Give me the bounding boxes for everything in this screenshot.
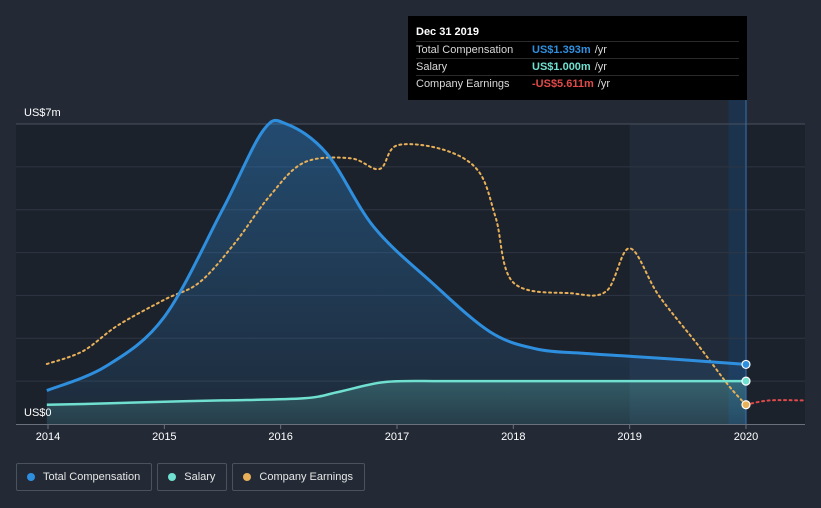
x-tick-label: 2014 xyxy=(36,431,60,443)
tooltip-row-total-compensation: Total Compensation US$1.393m /yr xyxy=(416,41,739,58)
tooltip-unit: /yr xyxy=(597,78,610,90)
salary-area xyxy=(46,380,746,424)
x-tick-label: 2020 xyxy=(734,431,758,443)
salary-line xyxy=(46,379,746,406)
legend-label: Salary xyxy=(184,471,216,483)
chart-tooltip: Dec 31 2019 Total Compensation US$1.393m… xyxy=(408,16,747,100)
tooltip-value: US$1.000m xyxy=(532,61,591,73)
x-tick-label: 2019 xyxy=(617,431,641,443)
legend-label: Company Earnings xyxy=(259,471,353,483)
tooltip-value: US$1.393m xyxy=(532,44,591,56)
y-axis: US$7m US$0 xyxy=(24,107,61,419)
company-earnings-marker[interactable] xyxy=(741,400,751,410)
legend-item-total-compensation[interactable]: Total Compensation xyxy=(16,463,153,491)
legend-dot-icon xyxy=(168,473,177,481)
tooltip-row-salary: Salary US$1.000m /yr xyxy=(416,58,739,75)
hover-highlight xyxy=(728,100,747,424)
y-tick-label: US$0 xyxy=(24,407,52,419)
tooltip-label: Salary xyxy=(416,61,448,73)
legend-item-company-earnings[interactable]: Company Earnings xyxy=(232,463,365,491)
company-earnings-negative-line xyxy=(744,399,806,406)
legend-dot-icon xyxy=(27,473,35,481)
tooltip-value: -US$5.611m xyxy=(532,78,594,90)
legend-label: Total Compensation xyxy=(43,471,141,483)
tooltip-row-company-earnings: Company Earnings -US$5.611m /yr xyxy=(416,75,739,92)
total-compensation-area xyxy=(46,120,746,424)
y-tick-label: US$7m xyxy=(24,107,61,119)
x-axis: 2014 2015 2016 2017 2018 2019 2020 xyxy=(16,424,805,443)
tooltip-label: Total Compensation xyxy=(416,44,514,56)
tooltip-unit: /yr xyxy=(594,44,607,56)
x-tick-label: 2015 xyxy=(152,431,176,443)
x-tick-label: 2016 xyxy=(268,431,292,443)
x-tick-label: 2017 xyxy=(385,431,409,443)
total-compensation-marker[interactable] xyxy=(741,359,751,370)
chart-legend: Total Compensation Salary Company Earnin… xyxy=(16,463,365,491)
tooltip-label: Company Earnings xyxy=(416,78,510,90)
legend-dot-icon xyxy=(243,473,252,481)
legend-item-salary[interactable]: Salary xyxy=(157,463,228,491)
total-compensation-line xyxy=(46,118,747,392)
tooltip-unit: /yr xyxy=(594,61,607,73)
x-tick-label: 2018 xyxy=(501,431,525,443)
tooltip-date: Dec 31 2019 xyxy=(416,26,479,38)
salary-marker[interactable] xyxy=(741,376,751,386)
company-earnings-line xyxy=(45,143,747,406)
